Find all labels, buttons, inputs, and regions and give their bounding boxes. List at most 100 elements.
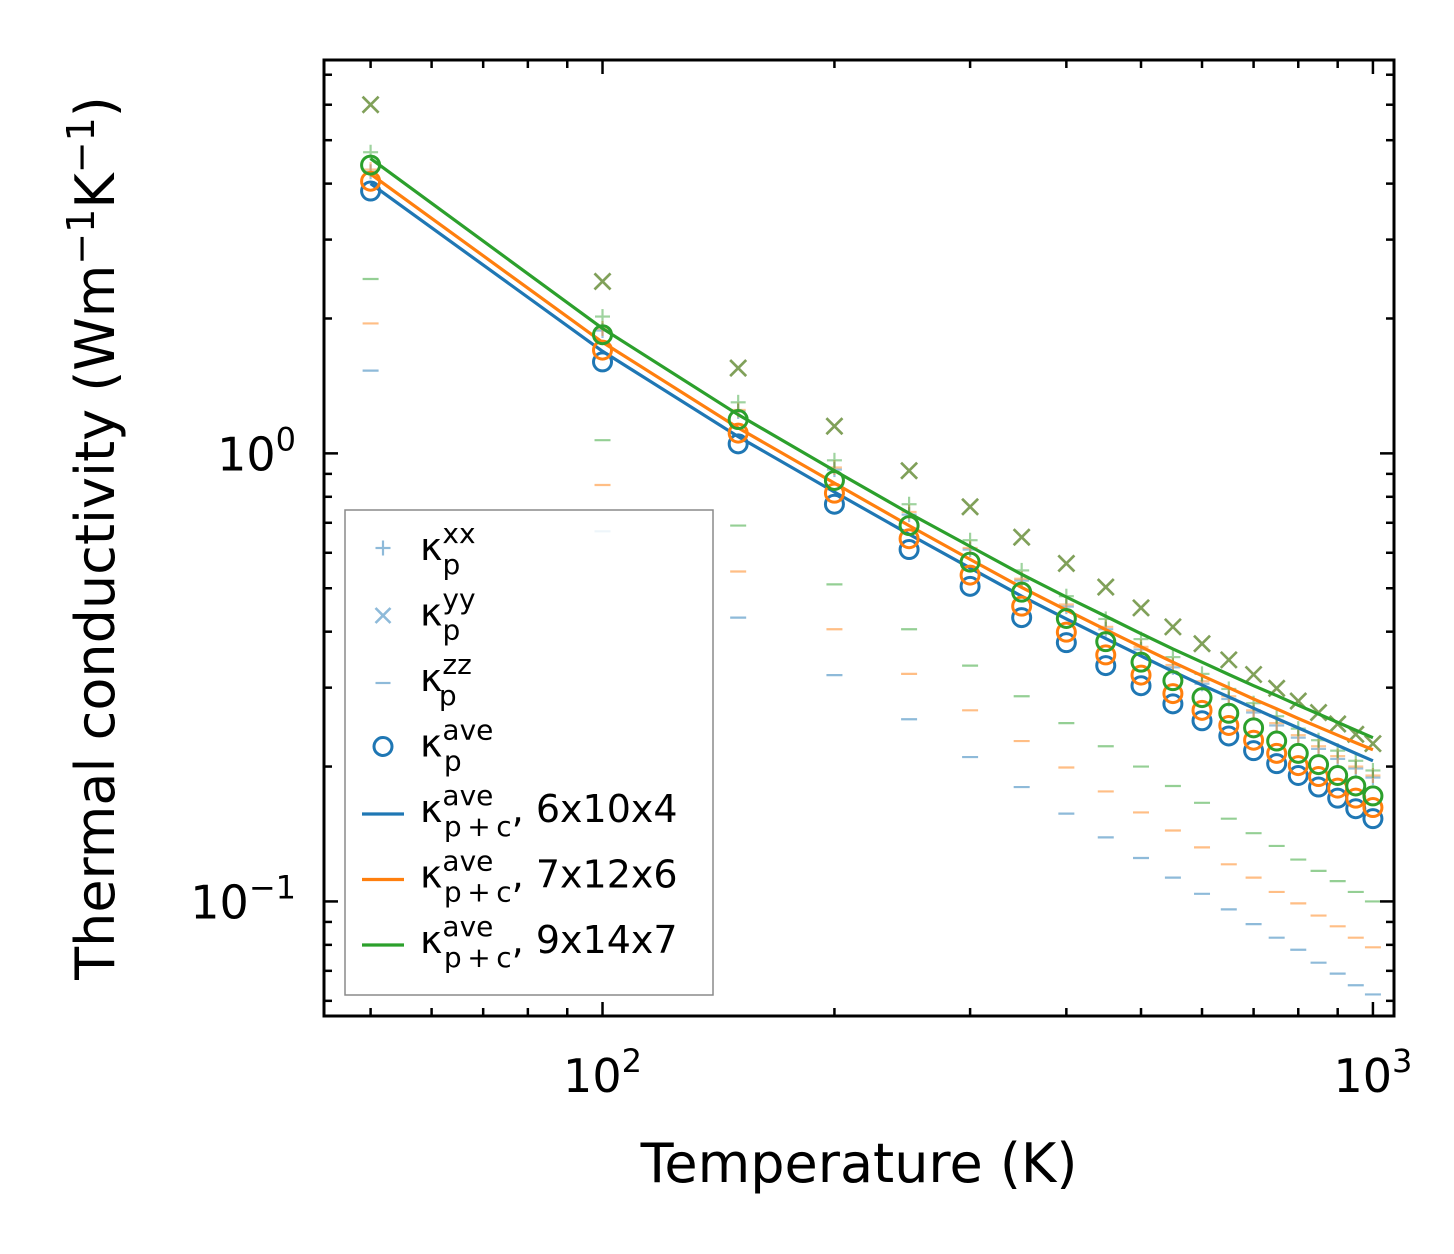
kyy-point-a <box>900 461 919 480</box>
kyy-point-b <box>1289 692 1308 710</box>
y-axis-title: Thermal conductivity (Wm−1K−1) <box>59 96 127 981</box>
legend-box <box>344 509 714 996</box>
kyy-point-b <box>1012 528 1031 547</box>
kave-point <box>360 154 382 176</box>
x-tick-label-exp: 2 <box>622 1042 642 1080</box>
kyy-point <box>361 95 380 114</box>
y-tick-label-exp: 0 <box>276 420 296 458</box>
kyy-point-a <box>1244 665 1263 684</box>
kyy-point-b <box>361 95 380 114</box>
kyy-point <box>361 95 380 114</box>
kyy-point <box>961 497 980 516</box>
kyy-point-a <box>1244 665 1263 684</box>
kave-point <box>1191 710 1213 732</box>
legend-label-symbol: κ <box>420 591 442 635</box>
kyy-point-a <box>1132 598 1150 617</box>
legend-label-sub: p <box>439 679 457 712</box>
kyy-point-a <box>1193 634 1211 653</box>
legend-label: κave p + c, 9x14x7 <box>420 910 678 974</box>
kyy-point-b <box>961 497 980 516</box>
kyy-point-a <box>1219 650 1238 669</box>
kyy-point-b <box>961 497 980 516</box>
legend-plus-marker <box>375 540 391 556</box>
kyy-point-a <box>361 95 380 114</box>
x-tick-label-base: 10 <box>563 1049 622 1103</box>
kyy-point-a <box>1132 598 1150 617</box>
kave-point <box>1362 785 1384 807</box>
kyy-point-b <box>1057 554 1076 573</box>
kyy-point <box>1163 617 1182 636</box>
kyy-point-a <box>1096 578 1115 597</box>
kyy-point-b <box>1096 578 1115 597</box>
kyy-point-a <box>1057 554 1076 573</box>
kave-point <box>727 422 749 444</box>
kxx-point <box>901 496 917 512</box>
kave-point <box>1218 702 1240 724</box>
kxx-point <box>1269 717 1285 733</box>
series-6x10x4-ave <box>360 180 1384 830</box>
legend-label-symbol: κ <box>420 722 442 766</box>
kyy-point-a <box>593 272 612 291</box>
kyy-point-a <box>961 497 980 516</box>
legend-label-sup: zz <box>442 648 471 681</box>
kxx-point <box>595 309 611 325</box>
kave-point <box>1266 753 1288 775</box>
kave-point <box>1362 797 1384 819</box>
kave-point <box>1095 631 1117 653</box>
kyy-point-a <box>1193 634 1211 653</box>
kave-point <box>360 170 382 192</box>
kave-point <box>823 469 845 491</box>
kyy-point-a <box>1163 617 1182 636</box>
kave-point <box>1130 664 1152 686</box>
kyy-point-a <box>1244 665 1263 684</box>
legend-label-sub: p <box>443 548 461 581</box>
kyy-point <box>593 272 612 291</box>
legend-x-marker-b <box>374 607 392 624</box>
kyy-point-b <box>900 461 919 480</box>
kave-point <box>1308 754 1330 776</box>
y-tick-label-exp: −1 <box>249 868 296 906</box>
kyy-point <box>1012 528 1031 547</box>
kyy-point-b <box>1057 554 1076 573</box>
kyy-point-a <box>1364 734 1382 753</box>
legend-label-tail: , 9x14x7 <box>512 918 678 962</box>
kave-point <box>959 575 981 597</box>
kave-point <box>1266 742 1288 764</box>
kxx-point <box>730 394 746 410</box>
kave-point <box>959 564 981 586</box>
kyy-point-b <box>1219 650 1238 669</box>
kave-point <box>823 493 845 515</box>
y-axis-title-exp2: −1 <box>59 117 103 173</box>
legend-circle-marker <box>372 736 394 757</box>
kave-point <box>592 324 614 346</box>
kave-point <box>959 551 981 573</box>
kave-point <box>1191 699 1213 721</box>
kyy-point-b <box>1193 634 1211 653</box>
kyy-point <box>1219 650 1238 669</box>
x-tick-label: 103 <box>1333 1042 1412 1103</box>
kave-point <box>1130 651 1152 673</box>
plot-area <box>360 95 1384 996</box>
legend-label-sup: yy <box>442 583 475 616</box>
kyy-point-b <box>1012 528 1031 547</box>
kave-point <box>1162 670 1184 692</box>
legend-label: κave p + c, 6x10x4 <box>420 779 678 843</box>
kyy-point <box>1193 634 1211 653</box>
kave-point <box>1345 775 1367 797</box>
legend-entry: κave p + c, 6x10x4 <box>362 779 678 843</box>
kyy-point-a <box>961 497 980 516</box>
kxx-point <box>1348 761 1364 777</box>
legend-entry: κave p + c, 7x12x6 <box>362 845 678 909</box>
kxx-point <box>1330 751 1346 767</box>
kyy-point-b <box>961 497 980 516</box>
series-9x14x7-ave <box>360 154 1384 807</box>
kyy-point-a <box>825 417 844 436</box>
x-tick-label: 102 <box>563 1042 642 1103</box>
kxx-point <box>1348 759 1364 775</box>
kyy-point <box>1012 528 1031 547</box>
kave-point <box>360 180 382 202</box>
kyy-point-b <box>1057 554 1076 573</box>
kave-point <box>727 433 749 455</box>
kyy-point <box>1219 650 1238 669</box>
kxx-point <box>1290 730 1306 746</box>
